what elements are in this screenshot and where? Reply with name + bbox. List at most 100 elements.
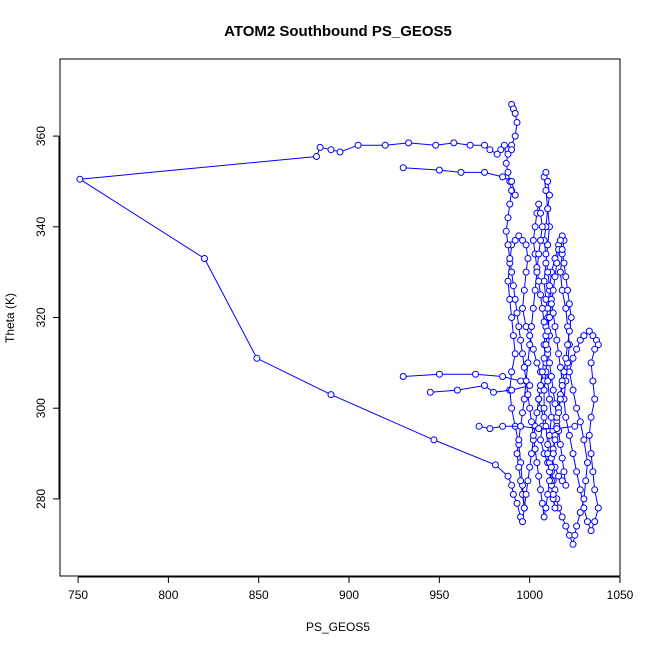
x-tick-label: 850 [249,588,269,602]
data-point [405,139,413,147]
x-tick-label: 1000 [516,588,543,602]
data-point [571,422,579,430]
data-point [573,522,581,530]
data-point [542,504,550,512]
data-point [504,150,512,158]
data-point [573,345,581,353]
data-point [524,391,532,399]
data-point [537,486,544,494]
data-point [515,323,523,331]
y-axis: 280 300 320 340 360 [34,126,60,509]
data-point [562,354,570,362]
y-tick-label: 320 [34,307,48,327]
data-point [490,388,497,396]
data-point [504,472,512,480]
data-point [546,191,553,199]
y-tick-label: 280 [34,489,48,509]
data-point [547,463,555,471]
data-point [585,327,593,335]
data-point [519,304,526,312]
data-point [435,166,443,174]
data-point [540,404,548,412]
data-point [553,259,561,267]
data-point [551,436,559,444]
data-point [526,382,534,389]
data-point [540,513,548,521]
data-point [544,241,552,249]
data-point [587,450,595,458]
data-point [580,495,588,503]
data-point [547,300,555,308]
data-point [576,336,584,344]
data-point [562,273,570,281]
data-point [537,291,544,299]
data-point [327,391,335,399]
data-point [565,327,573,335]
data-point [520,504,528,512]
data-point [511,132,519,140]
data-point [529,304,537,312]
data-point [76,175,84,183]
data-point [526,404,534,412]
x-tick-label: 950 [429,588,449,602]
data-point [504,241,512,249]
data-point [399,373,407,380]
data-point [450,139,458,147]
data-point [558,382,566,389]
data-point [564,341,572,349]
data-point [253,354,261,362]
data-point [546,359,553,367]
data-point [526,332,534,340]
data-point [354,141,362,149]
data-point [504,214,512,222]
x-tick-label: 750 [68,588,88,602]
data-point [517,377,525,385]
data-point [526,463,534,471]
data-point [576,418,584,426]
data-point [504,277,512,285]
data-point [544,205,552,213]
data-point [533,409,541,417]
data-point [535,472,543,480]
data-point [519,350,526,358]
data-point [549,309,557,317]
data-point [549,386,557,394]
data-point [556,236,564,244]
data-point [555,472,563,480]
data-point [567,314,575,321]
data-point [453,386,461,394]
data-point [472,370,479,378]
data-point [475,422,483,430]
data-point [558,477,566,485]
chart-title: ATOM2 Southbound PS_GEOS5 [224,23,452,40]
data-point [519,518,526,526]
y-axis-label: Theta (K) [3,293,17,343]
data-point [551,273,559,281]
series-3 [475,422,579,433]
data-point [544,377,552,385]
data-point [587,359,595,367]
data-point [556,363,564,371]
data-point [544,441,552,448]
data-point [533,459,541,467]
x-tick-label: 1050 [607,588,634,602]
data-point [524,359,532,367]
data-point [522,241,530,249]
data-point [502,227,510,235]
data-point [562,522,570,530]
data-point [591,345,599,353]
data-point [560,468,568,476]
data-point [569,354,577,362]
data-point [546,314,553,321]
data-point [513,499,521,507]
data-point [499,422,507,430]
data-point [573,468,581,476]
data-point [565,300,573,308]
y-tick-label: 300 [34,398,48,418]
data-point [519,409,526,417]
data-point [511,295,519,303]
data-point [508,177,516,185]
data-point [515,463,523,471]
data-point [544,327,552,335]
